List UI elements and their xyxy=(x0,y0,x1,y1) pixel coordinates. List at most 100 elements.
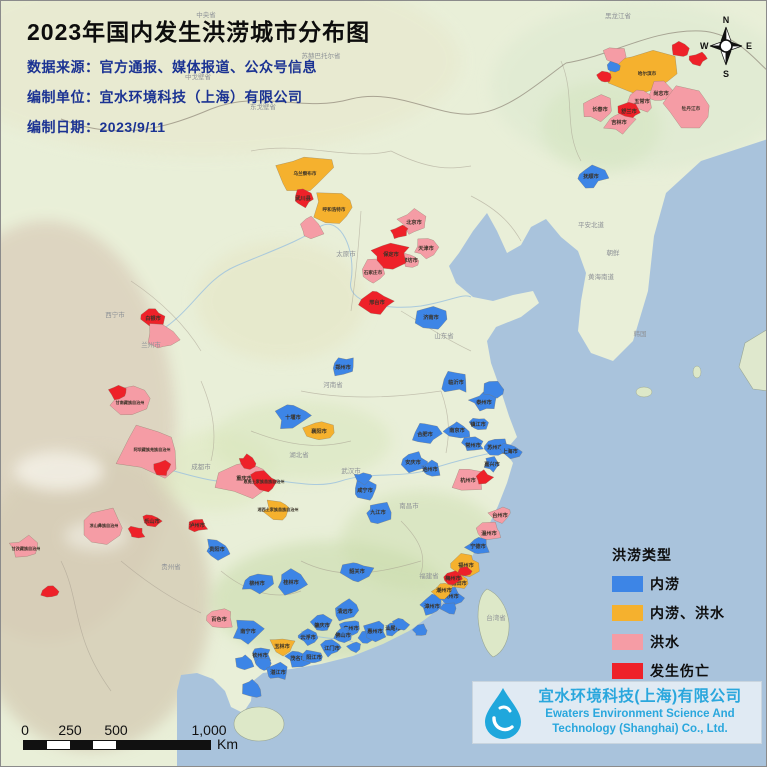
city-region-label: 玉林市 xyxy=(274,642,290,650)
city-region xyxy=(241,573,274,595)
legend-swatch-red xyxy=(612,663,643,679)
base-map-label: 中央省 xyxy=(196,10,216,19)
city-region-label: 池州市 xyxy=(422,465,438,473)
city-region xyxy=(362,258,386,284)
title-block: 2023年国内发生洪涝城市分布图 数据来源：官方通报、媒体报道、公众号信息 编制… xyxy=(27,13,370,137)
city-region xyxy=(269,638,296,657)
city-region xyxy=(487,506,511,524)
city-region-label: 贵阳市 xyxy=(209,545,225,553)
city-region xyxy=(313,192,353,224)
city-region-label: 莆田市 xyxy=(451,579,467,587)
city-region xyxy=(188,519,209,533)
city-region-label: 五常市 xyxy=(634,97,650,105)
city-region xyxy=(300,215,325,240)
base-map-label: 山东省 xyxy=(434,331,454,340)
city-region-label: 甘南藏族自治州 xyxy=(116,399,145,405)
city-region xyxy=(463,537,490,555)
city-region-label: 石家庄市 xyxy=(363,269,383,276)
legend-label: 内涝 xyxy=(650,576,680,592)
legend-item-flood: 洪水 xyxy=(612,632,725,652)
city-region-label: 上海市 xyxy=(502,447,518,455)
base-map-label: 黑龙江省 xyxy=(605,11,632,20)
city-region xyxy=(338,620,360,636)
page-title: 2023年国内发生洪涝城市分布图 xyxy=(27,19,371,45)
city-region xyxy=(333,627,352,643)
city-region xyxy=(275,156,334,191)
city-region-label: 北京市 xyxy=(406,218,422,226)
city-region xyxy=(40,585,60,598)
legend-item-casualty: 发生伤亡 xyxy=(612,661,725,681)
company-name-en-line2: Technology (Shanghai) Co., Ltd. xyxy=(552,723,728,736)
scale-tick-250: 250 xyxy=(58,722,82,738)
city-region xyxy=(498,443,523,460)
city-region-label: 潮州市 xyxy=(436,586,452,594)
city-region-label: 阳江市 xyxy=(306,653,322,661)
city-region-label: 江门市 xyxy=(324,644,340,652)
city-region xyxy=(309,614,333,632)
company-name: 宜水环境科技(上海)有限公司 Ewaters Environment Scien… xyxy=(525,688,755,736)
base-map-label: 平安北道 xyxy=(578,220,605,229)
company-name-cn: 宜水环境科技(上海)有限公司 xyxy=(538,688,742,706)
city-region-label: 济南市 xyxy=(423,313,439,321)
compass-star-icon xyxy=(709,26,743,66)
scale-bar-segments xyxy=(23,740,211,750)
base-map-label: 贵州省 xyxy=(161,562,181,571)
city-region-label: 舒兰市 xyxy=(621,107,637,115)
city-region xyxy=(250,470,278,493)
compass-n-label: N xyxy=(722,15,730,25)
legend-swatch-blue xyxy=(612,576,643,592)
city-region xyxy=(254,657,272,671)
city-region-label: 九江市 xyxy=(369,508,386,516)
city-region xyxy=(396,208,427,235)
data-source-line: 数据来源：官方通报、媒体报道、公众号信息 xyxy=(27,59,317,75)
city-region xyxy=(366,502,392,524)
city-region xyxy=(147,323,181,349)
legend-item-waterlogging-flood: 内涝、洪水 xyxy=(612,603,725,623)
city-region-label: 云浮市 xyxy=(300,633,316,641)
city-region-label: 牡丹江市 xyxy=(682,105,701,112)
legend: 洪涝类型 内涝 内涝、洪水 洪水 发生伤亡 xyxy=(612,545,725,690)
city-region xyxy=(353,472,373,486)
city-region-label: 重庆市 xyxy=(236,474,252,482)
city-region xyxy=(461,436,484,451)
city-region-label: 长春市 xyxy=(592,105,608,113)
city-region xyxy=(421,459,441,477)
city-region-label: 肇庆市 xyxy=(313,621,330,629)
city-region xyxy=(451,468,484,491)
base-map-label: 兰州市 xyxy=(141,340,161,349)
city-region xyxy=(238,453,257,470)
compiling-unit-line: 编制单位：宜水环境科技（上海）有限公司 xyxy=(27,89,303,105)
base-map-label: 南昌市 xyxy=(399,501,419,510)
city-region-label: 桂林市 xyxy=(282,578,299,586)
city-region xyxy=(335,598,360,622)
city-region xyxy=(671,40,690,57)
city-region-label: 咸宁市 xyxy=(357,486,373,494)
city-region-label: 甘孜藏族自治州 xyxy=(12,545,41,551)
legend-item-waterlogging: 内涝 xyxy=(612,574,725,594)
scale-tick-0: 0 xyxy=(21,722,29,738)
base-map-label: 朝鲜 xyxy=(607,248,621,257)
city-region-label: 百色市 xyxy=(211,615,227,623)
city-region-label: 韶关市 xyxy=(349,567,365,575)
base-map-label: 太原市 xyxy=(336,249,356,258)
city-region-label: 汕尾市 xyxy=(385,624,401,632)
company-logo-panel: 宜水环境科技(上海)有限公司 Ewaters Environment Scien… xyxy=(472,681,762,744)
city-region-label: 清远市 xyxy=(337,607,353,615)
city-region xyxy=(390,224,409,240)
city-region-label: 佛山市 xyxy=(334,631,351,639)
city-region-label: 白银市 xyxy=(145,314,161,322)
city-region-label: 阿坝藏族羌族自治州 xyxy=(134,446,171,452)
base-map-label: 成都市 xyxy=(191,462,211,471)
city-region-label: 宁德市 xyxy=(470,542,486,550)
city-region xyxy=(206,608,233,629)
compile-date-line: 编制日期：2023/9/11 xyxy=(27,119,166,135)
city-region-label: 安庆市 xyxy=(405,458,421,466)
city-region xyxy=(107,384,127,401)
base-map-label: 黄海南道 xyxy=(588,272,615,281)
city-region xyxy=(295,188,314,209)
city-region xyxy=(262,499,290,521)
city-region xyxy=(83,507,123,545)
legend-title: 洪涝类型 xyxy=(612,547,672,563)
base-map-label: 韩国 xyxy=(634,329,647,338)
